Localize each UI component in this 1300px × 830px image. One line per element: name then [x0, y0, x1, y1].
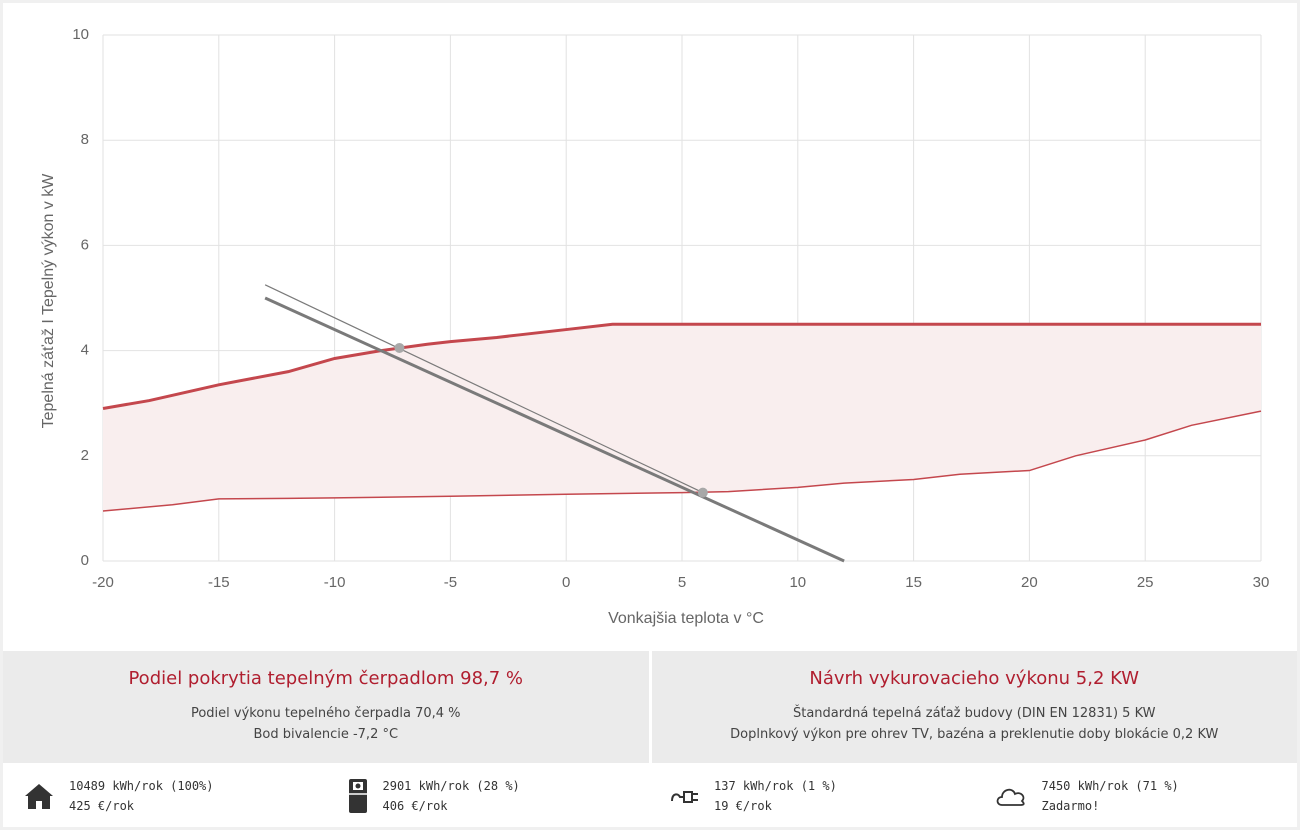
plug-icon	[671, 791, 698, 803]
design-title: Návrh vykurovacieho výkonu 5,2 KW	[809, 668, 1140, 689]
y-tick-label: 0	[81, 552, 89, 569]
stat-environment: 7450 kWh/rok (71 %) Zadarmo!	[974, 765, 1298, 827]
intersection-point	[697, 487, 708, 498]
series-line	[102, 410, 1262, 512]
series-line	[264, 296, 845, 563]
y-tick-label: 2	[81, 447, 89, 464]
stat-energy: 10489 kWh/rok (100%)	[69, 779, 214, 793]
x-tick-label: 10	[789, 574, 806, 591]
y-tick-label: 10	[72, 26, 89, 43]
house-icon	[25, 784, 53, 809]
design-line: Štandardná tepelná záťaž budovy (DIN EN …	[792, 706, 1156, 721]
y-tick-label: 4	[81, 342, 89, 359]
stat-energy: 2901 kWh/rok (28 %)	[382, 779, 520, 793]
stat-electric: 137 kWh/rok (1 %) 19 €/rok	[650, 765, 974, 827]
pump-icon	[348, 779, 367, 813]
series-line	[264, 284, 706, 495]
x-tick-label: 0	[562, 574, 570, 591]
coverage-line: Bod bivalencie -7,2 °C	[253, 727, 399, 742]
y-axis-title: Tepelná záťaž I Tepelný výkon v kW	[40, 173, 57, 429]
coverage-line: Podiel výkonu tepelného čerpadla 70,4 %	[190, 706, 461, 721]
stat-cost: Zadarmo!	[1041, 799, 1100, 813]
x-tick-label: -10	[324, 574, 346, 591]
x-tick-label: 30	[1253, 574, 1270, 591]
x-tick-label: 15	[905, 574, 922, 591]
coverage-title: Podiel pokrytia tepelným čerpadlom 98,7 …	[128, 668, 524, 689]
stat-cost: 425 €/rok	[69, 799, 135, 813]
x-axis-title: Vonkajšia teplota v °C	[608, 610, 764, 627]
x-tick-label: -15	[208, 574, 230, 591]
intersection-point	[394, 342, 405, 353]
summary-panel: Podiel pokrytia tepelným čerpadlom 98,7 …	[3, 651, 1297, 763]
stat-cost: 19 €/rok	[714, 799, 772, 813]
stat-energy: 137 kWh/rok (1 %)	[714, 779, 837, 793]
design-box: Návrh vykurovacieho výkonu 5,2 KW Štanda…	[648, 651, 1297, 763]
x-tick-label: 5	[678, 574, 686, 591]
stats-row: 10489 kWh/rok (100%) 425 €/rok 2901 kWh/r…	[3, 765, 1297, 827]
x-tick-label: 25	[1137, 574, 1154, 591]
cloud-icon	[996, 788, 1025, 806]
stat-energy: 7450 kWh/rok (71 %)	[1041, 779, 1179, 793]
stat-pump: 2901 kWh/rok (28 %) 406 €/rok	[327, 765, 651, 827]
stat-cost: 406 €/rok	[382, 799, 448, 813]
y-tick-label: 6	[81, 236, 89, 253]
x-tick-label: 20	[1021, 574, 1038, 591]
coverage-area	[103, 324, 1261, 512]
x-tick-label: -20	[92, 574, 114, 591]
design-line: Doplnkový výkon pre ohrev TV, bazéna a p…	[730, 727, 1219, 742]
stat-house: 10489 kWh/rok (100%) 425 €/rok	[3, 765, 327, 827]
y-tick-label: 8	[81, 131, 89, 148]
coverage-box: Podiel pokrytia tepelným čerpadlom 98,7 …	[3, 651, 649, 763]
chart: Vonkajšia teplota v °C Tepelná záťaž I T…	[40, 26, 1270, 627]
x-tick-label: -5	[444, 574, 457, 591]
